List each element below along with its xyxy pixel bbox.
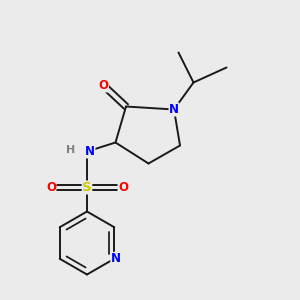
Text: N: N [169,103,179,116]
Text: O: O [46,181,56,194]
Text: O: O [98,79,109,92]
Text: S: S [82,181,92,194]
Text: H: H [66,145,75,155]
Text: N: N [85,145,95,158]
Text: O: O [118,181,128,194]
Text: N: N [111,252,121,265]
